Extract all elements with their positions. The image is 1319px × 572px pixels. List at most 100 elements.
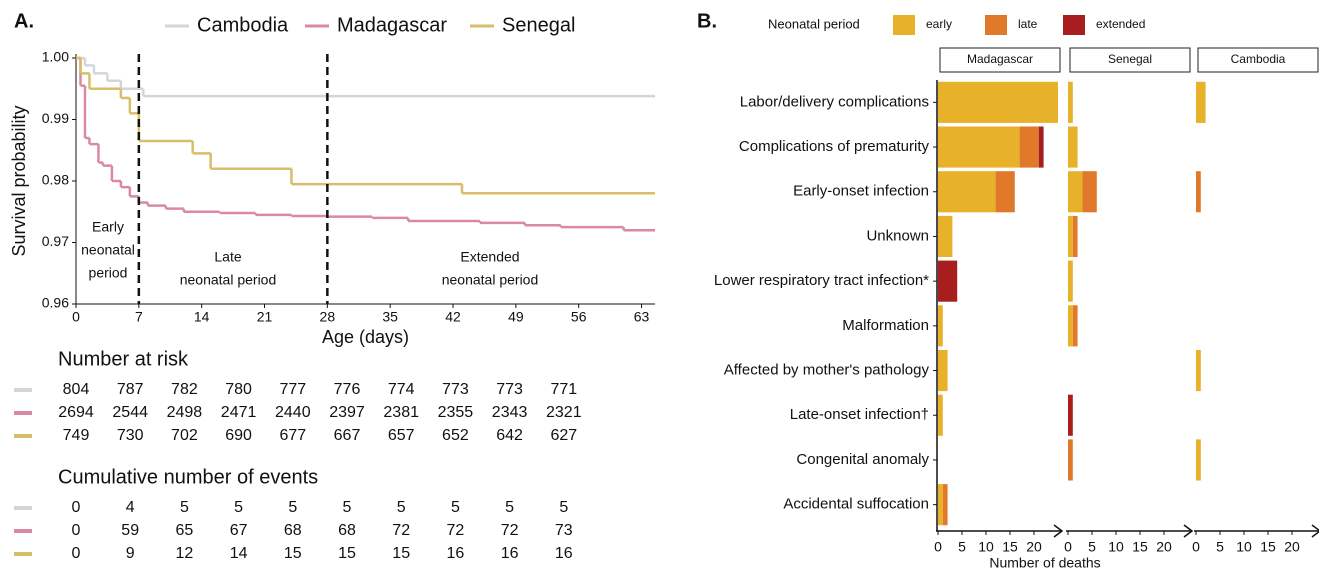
- table-cell: 59: [121, 522, 139, 539]
- facet-strip: [939, 47, 1061, 73]
- table-cell: 652: [442, 427, 469, 444]
- table-cell: 2694: [58, 404, 94, 421]
- facet-strip: [1197, 47, 1319, 73]
- table-cell: 5: [343, 499, 352, 516]
- x-tick-label: 0: [934, 539, 942, 555]
- x-tick-label: 56: [571, 309, 587, 325]
- category-label: Late-onset infection†: [790, 406, 929, 423]
- x-tick-label: 0: [1064, 539, 1072, 555]
- legend-label: extended: [1096, 17, 1145, 31]
- bar-segment: [1068, 394, 1073, 436]
- category-label: Lower respiratory tract infection*: [714, 272, 929, 289]
- legend-title: Neonatal period: [768, 16, 860, 31]
- x-tick-label: 10: [1108, 539, 1124, 555]
- table-title: Number at risk: [58, 348, 189, 370]
- bar-segment: [1068, 215, 1073, 258]
- table-cell: 787: [117, 381, 144, 398]
- x-tick-label: 20: [1284, 539, 1300, 555]
- x-tick-label: 14: [194, 309, 210, 325]
- table-cell: 0: [72, 499, 81, 516]
- period-annotation: Extended: [460, 249, 519, 265]
- table-cell: 2440: [275, 404, 311, 421]
- table-cell: 773: [496, 381, 523, 398]
- x-tick-label: 21: [257, 309, 273, 325]
- legend-label: early: [926, 17, 952, 31]
- period-annotation: Early: [92, 219, 124, 235]
- y-tick-label: 0.98: [42, 172, 69, 188]
- bar-segment: [938, 305, 943, 347]
- table-cell: 5: [180, 499, 189, 516]
- table-cell: 15: [284, 545, 302, 562]
- bar-segment: [1068, 305, 1073, 347]
- table-cell: 804: [63, 381, 90, 398]
- x-tick-label: 10: [978, 539, 994, 555]
- category-label: Malformation: [842, 317, 929, 334]
- table-cell: 774: [388, 381, 415, 398]
- table-cell: 2544: [112, 404, 148, 421]
- bar-segment: [1196, 171, 1201, 213]
- bar-segment: [995, 171, 1015, 213]
- x-tick-label: 42: [445, 309, 461, 325]
- legend-label: late: [1018, 17, 1038, 31]
- bar-segment: [938, 394, 943, 436]
- legend-swatch: [1063, 15, 1085, 35]
- bar-segment: [1068, 171, 1083, 213]
- table-cell: 72: [501, 522, 519, 539]
- table-cell: 12: [176, 545, 194, 562]
- bar-segment: [1196, 439, 1201, 481]
- y-axis-title: Survival probability: [9, 105, 29, 256]
- bar-segment: [1196, 81, 1206, 123]
- table-cell: 16: [501, 545, 519, 562]
- table-cell: 5: [451, 499, 460, 516]
- table-cell: 780: [225, 381, 252, 398]
- table-cell: 667: [334, 427, 361, 444]
- bar-segment: [1072, 305, 1078, 347]
- bar-segment: [1068, 439, 1073, 481]
- x-axis-arrow: [1183, 524, 1194, 538]
- period-annotation: neonatal period: [180, 272, 277, 288]
- x-tick-label: 10: [1236, 539, 1252, 555]
- bar-segment: [1072, 215, 1078, 258]
- table-cell: 749: [63, 427, 90, 444]
- table-cell: 16: [447, 545, 465, 562]
- x-tick-label: 15: [1002, 539, 1018, 555]
- bar-segment: [1019, 126, 1039, 168]
- x-axis-title: Number of deaths: [989, 555, 1100, 571]
- x-tick-label: 49: [508, 309, 524, 325]
- bar-segment: [1068, 260, 1073, 302]
- panel-label: B.: [697, 10, 717, 32]
- table-cell: 776: [334, 381, 361, 398]
- y-tick-label: 0.99: [42, 110, 69, 126]
- category-label: Unknown: [866, 227, 929, 244]
- table-cell: 73: [555, 522, 573, 539]
- facet-label: Cambodia: [1231, 52, 1286, 66]
- table-cell: 2397: [329, 404, 365, 421]
- y-tick-label: 0.96: [42, 295, 69, 311]
- table-cell: 5: [234, 499, 243, 516]
- facet-strip: [1069, 47, 1191, 73]
- x-axis-arrow: [1053, 524, 1064, 538]
- category-label: Complications of prematurity: [739, 138, 930, 155]
- category-label: Congenital anomaly: [796, 451, 929, 468]
- x-tick-label: 0: [72, 309, 80, 325]
- bar-segment: [938, 349, 948, 392]
- legend-label: Cambodia: [197, 14, 289, 36]
- table-cell: 0: [72, 522, 81, 539]
- y-tick-label: 0.97: [42, 233, 69, 249]
- table-cell: 65: [176, 522, 194, 539]
- x-axis-arrow: [1311, 524, 1319, 538]
- period-annotation: Late: [214, 249, 241, 265]
- legend-swatch: [985, 15, 1007, 35]
- x-tick-label: 35: [382, 309, 398, 325]
- table-cell: 627: [550, 427, 577, 444]
- x-tick-label: 0: [1192, 539, 1200, 555]
- table-cell: 15: [392, 545, 410, 562]
- x-tick-label: 20: [1026, 539, 1042, 555]
- x-tick-label: 7: [135, 309, 143, 325]
- table-cell: 2381: [383, 404, 419, 421]
- bar-segment: [942, 484, 948, 526]
- facet-label: Madagascar: [967, 52, 1033, 66]
- table-cell: 5: [288, 499, 297, 516]
- category-label: Early-onset infection: [793, 183, 929, 200]
